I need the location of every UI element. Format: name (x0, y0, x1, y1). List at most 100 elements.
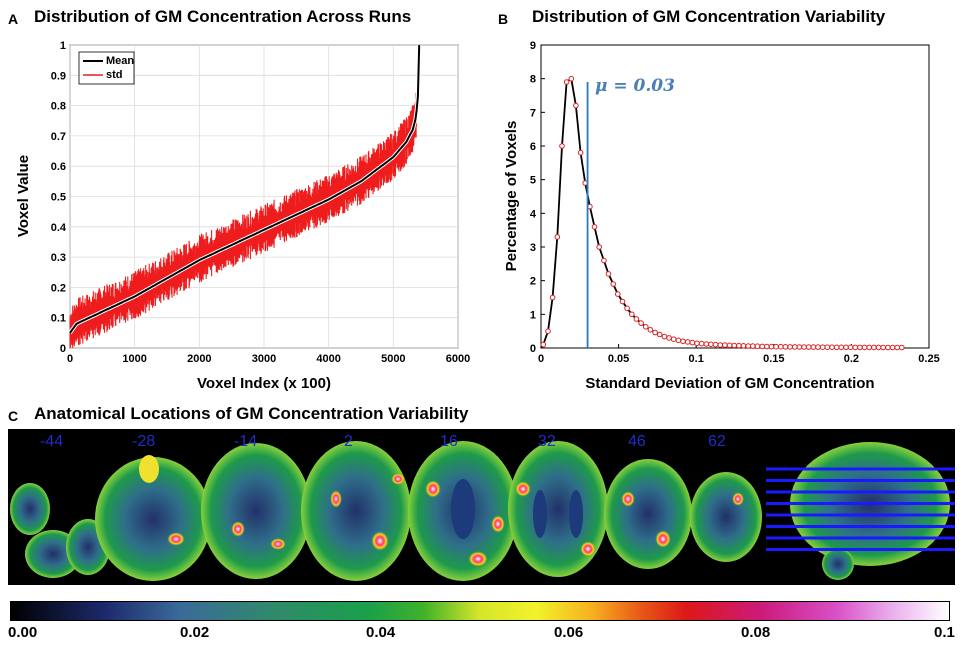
panel-c-letter: C (8, 408, 19, 424)
data-point (759, 343, 766, 350)
panel-a-letter: A (8, 11, 19, 27)
y-tick-label: 0.4 (51, 222, 67, 234)
x-tick-label: 3000 (252, 353, 276, 365)
sagittal-slice-lines (766, 467, 955, 551)
charts-svg: 0 1000 2000 3000 4000 5000 6000 0 0.1 0.2 0.3 0.4 0.… (15, 40, 940, 392)
data-point (596, 244, 603, 250)
y-tick-label: 7 (530, 107, 536, 119)
colorbar (10, 601, 950, 621)
panel-b-letter: B (498, 11, 509, 27)
data-point (847, 344, 854, 351)
colorbar-tick: 0.08 (741, 624, 771, 641)
y-tick-label: 3 (530, 242, 536, 254)
colorbar-tick: 0.00 (8, 624, 38, 641)
data-point (619, 298, 626, 305)
data-point (740, 343, 747, 349)
slice-minus44 (10, 483, 110, 578)
data-point (754, 343, 761, 350)
x-tick-label: 0.25 (918, 353, 939, 365)
x-tick-label: 0.1 (689, 353, 704, 365)
panel-b-title: Distribution of GM Concentration Variabi… (532, 7, 886, 26)
data-point (708, 341, 714, 348)
data-point (545, 328, 551, 335)
data-point (801, 344, 807, 350)
slice-label: 32 (538, 433, 556, 450)
y-tick-label: 0 (530, 343, 536, 355)
y-tick-label: 0.5 (51, 192, 66, 204)
x-tick-label: 0.15 (763, 353, 784, 365)
y-tick-label: 0.2 (51, 282, 66, 294)
chart-a-legend: Mean std (78, 51, 135, 85)
sagittal-slice (766, 442, 955, 580)
y-tick-label: 1 (60, 40, 66, 52)
slice-32 (508, 441, 608, 577)
data-point (624, 305, 630, 312)
slice-62 (690, 472, 762, 562)
data-point (861, 344, 868, 351)
data-point (698, 340, 705, 347)
y-tick-label: 0.8 (51, 101, 66, 113)
data-point (726, 342, 733, 349)
data-point (875, 344, 882, 351)
data-point (894, 344, 901, 351)
y-tick-label: 0.3 (51, 252, 66, 264)
colorbar-tick: 0.1 (934, 624, 955, 641)
legend-box (78, 51, 135, 85)
data-point (540, 341, 547, 348)
data-point (601, 257, 607, 264)
data-point (549, 294, 556, 301)
data-point (731, 342, 738, 349)
data-point (871, 344, 877, 351)
data-point (736, 342, 742, 349)
slice-label: 16 (440, 433, 458, 450)
data-point (810, 344, 817, 350)
slice-label: -14 (234, 433, 258, 450)
data-point (750, 343, 756, 349)
y-tick-label: 1 (530, 309, 536, 321)
chart-b-xlabel: Standard Deviation of GM Concentration (585, 375, 874, 392)
y-tick-label: 0 (60, 343, 66, 355)
data-point (782, 344, 789, 350)
colorbar-tick: 0.06 (554, 624, 584, 641)
data-point (605, 271, 612, 277)
data-point (610, 281, 617, 287)
x-tick-label: 5000 (381, 353, 405, 365)
brain-slices-image: -44 -28 -14 2 16 32 46 62 (8, 429, 955, 585)
brain-slices-svg (10, 441, 955, 581)
data-point (880, 344, 887, 351)
chart-b-mean-annotation: μ = 0.03 (595, 76, 675, 96)
x-tick-label: 6000 (446, 353, 470, 365)
slice-minus28 (95, 455, 211, 581)
data-point (577, 149, 584, 156)
data-point (675, 337, 682, 344)
data-point (768, 343, 775, 350)
data-point (796, 344, 803, 350)
y-tick-label: 0.9 (51, 70, 66, 82)
x-tick-label: 4000 (316, 353, 340, 365)
data-point (689, 339, 696, 346)
data-point (815, 344, 821, 350)
x-tick-label: 0.05 (608, 353, 629, 365)
x-tick-label: 0.2 (844, 353, 859, 365)
data-point (852, 344, 859, 351)
data-point (554, 234, 561, 240)
data-point (680, 338, 686, 345)
chart-b-ticks: 0 0.05 0.1 0.15 0.2 0.25 0 1 2 3 4 5 6 7 8 9 (530, 40, 940, 365)
y-tick-label: 8 (530, 74, 536, 86)
chart-a-xlabel: Voxel Index (x 100) (197, 375, 331, 392)
data-point (563, 79, 570, 85)
x-tick-label: 1000 (122, 353, 146, 365)
data-point (843, 344, 849, 351)
data-point (712, 341, 719, 348)
data-point (670, 336, 677, 343)
data-point (824, 344, 831, 351)
slice-label: 46 (628, 433, 646, 450)
data-point (568, 75, 575, 82)
data-point (787, 344, 793, 350)
data-point (819, 344, 826, 351)
data-point (684, 339, 691, 345)
data-point (792, 344, 798, 350)
data-point (778, 343, 784, 350)
data-point (889, 344, 896, 351)
y-tick-label: 4 (530, 208, 537, 220)
